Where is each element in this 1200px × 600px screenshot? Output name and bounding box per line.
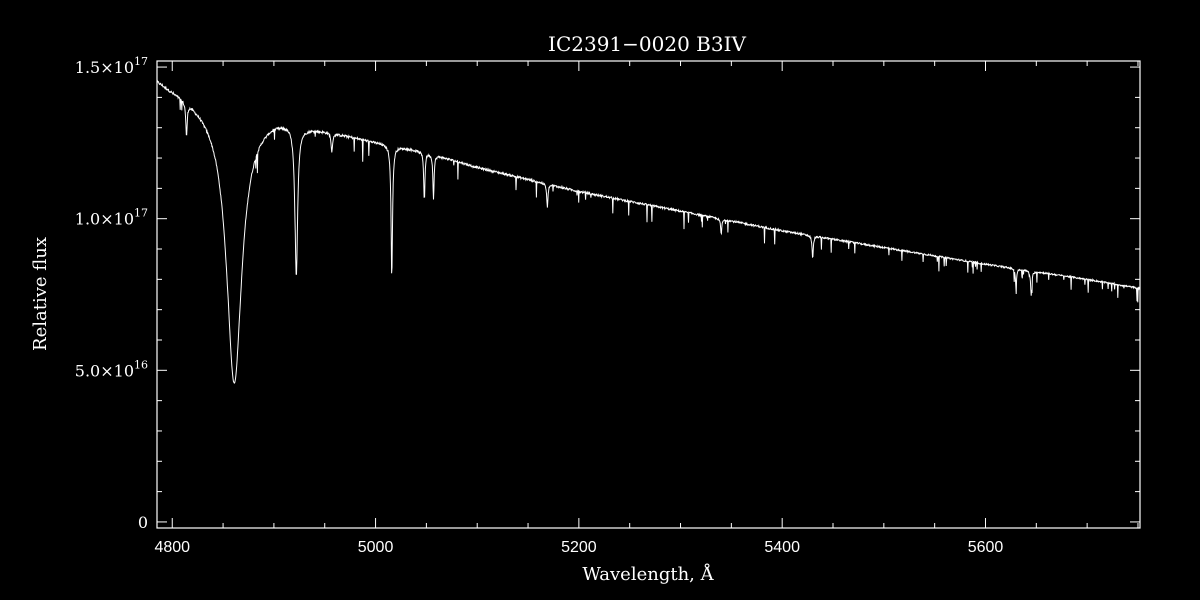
y-tick-exponent: 16 [134,358,148,371]
y-tick-exponent: 17 [134,207,148,220]
y-tick-mantissa: 1.5×10 [75,58,134,77]
y-tick-mantissa: 5.0×10 [75,361,134,380]
y-tick-mantissa: 1.0×10 [75,210,134,229]
x-tick-label: 5400 [764,539,800,556]
y-tick-exponent: 17 [134,55,148,68]
y-tick-mantissa: 0 [138,513,148,532]
y-tick-label: 0 [138,513,148,532]
chart-title: IC2391−0020 B3IV [548,32,746,56]
y-axis-label: Relative flux [30,237,51,351]
x-tick-label: 4800 [154,539,190,556]
x-axis-label: Wavelength, Å [582,563,714,585]
x-tick-label: 5000 [358,539,394,556]
x-tick-label: 5200 [561,539,597,556]
x-tick-label: 5600 [968,539,1004,556]
